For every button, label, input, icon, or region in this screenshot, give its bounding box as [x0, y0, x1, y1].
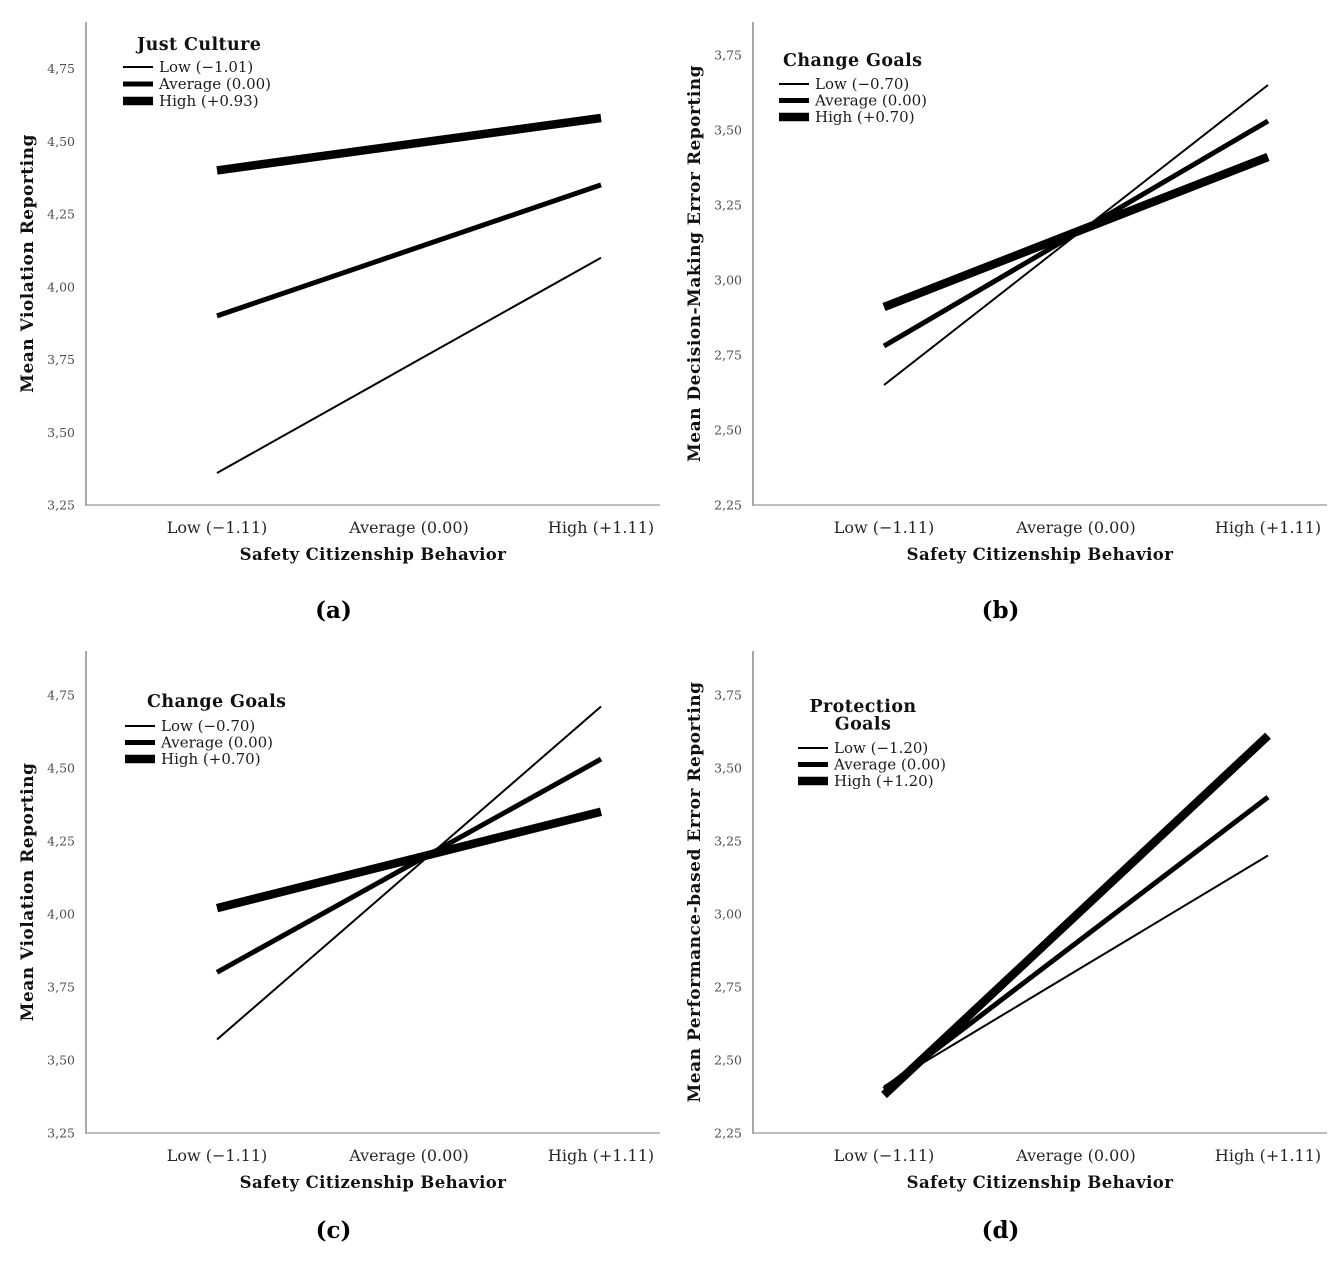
legend-title: Just Culture	[135, 35, 261, 55]
y-tick-label: 3,50	[714, 123, 742, 138]
legend-title: Change Goals	[783, 51, 922, 71]
panel-b: 2,25 2,50 2,75 3,00 3,25 3,50 3,75 Low (−1.11) A…	[667, 0, 1334, 648]
legend-item-label-low: Low (−1.20)	[834, 739, 928, 757]
x-category-label: Average (0.00)	[1015, 1146, 1136, 1165]
x-category-label: High (+1.11)	[1215, 518, 1321, 537]
panel-a: 3,25 3,50 3,75 4,00 4,25 4,50 4,75 Low (−1.11) A…	[0, 0, 667, 648]
legend-item-label-low: Low (−0.70)	[815, 75, 909, 93]
y-tick-label: 4,75	[47, 61, 75, 76]
legend: Just Culture Low (−1.01)Average (0.00)Hig…	[123, 35, 271, 110]
panel-d: 2,25 2,50 2,75 3,00 3,25 3,50 3,75 Low (−1.11) A…	[667, 648, 1334, 1267]
y-tick-label: 2,25	[714, 1126, 742, 1141]
legend-item-label-average: Average (0.00)	[833, 756, 946, 774]
x-category-label: Low (−1.11)	[167, 1146, 268, 1165]
panel-a-caption: (a)	[315, 596, 352, 624]
x-axis-title: Safety Citizenship Behavior	[907, 1173, 1174, 1192]
y-tick-label: 4,00	[47, 279, 75, 294]
y-tick-label: 3,75	[714, 687, 742, 702]
series-line-low	[216, 256, 602, 474]
series-line-high	[881, 732, 1271, 1099]
series-line-high	[216, 113, 602, 175]
x-category-label: High (+1.11)	[1215, 1146, 1321, 1165]
legend-item-label-low: Low (−0.70)	[161, 717, 255, 735]
y-axis-title: Mean Performance-based Error Reporting	[685, 681, 705, 1102]
x-category-label: High (+1.11)	[548, 1146, 654, 1165]
panel-b-chart: 2,25 2,50 2,75 3,00 3,25 3,50 3,75 Low (−1.11) A…	[685, 22, 1327, 564]
x-category-label: Average (0.00)	[348, 1146, 469, 1165]
y-tick-label: 4,00	[47, 906, 75, 921]
x-category-label: Low (−1.11)	[167, 518, 268, 537]
panel-b-chart-container: 2,25 2,50 2,75 3,00 3,25 3,50 3,75 Low (−1.11) A…	[667, 0, 1334, 572]
y-tick-label: 3,25	[47, 498, 75, 513]
y-tick-label: 4,75	[47, 687, 75, 702]
y-tick-label: 3,25	[714, 833, 742, 848]
x-axis-title: Safety Citizenship Behavior	[240, 1173, 507, 1192]
legend-item-label-average: Average (0.00)	[814, 92, 927, 110]
y-tick-label: 4,50	[47, 760, 75, 775]
panel-c-chart-container: 3,25 3,50 3,75 4,00 4,25 4,50 4,75 Low (−1.11) A…	[0, 648, 667, 1193]
y-tick-label: 3,75	[47, 979, 75, 994]
y-tick-label: 3,25	[714, 198, 742, 213]
y-tick-label: 3,00	[714, 273, 742, 288]
x-axis-title: Safety Citizenship Behavior	[907, 545, 1174, 564]
y-tick-label: 3,75	[714, 48, 742, 63]
series-line-low	[883, 854, 1269, 1088]
legend-item-label-high: High (+0.70)	[161, 750, 261, 768]
y-axis-title: Mean Violation Reporting	[18, 763, 38, 1022]
y-tick-label: 4,50	[47, 134, 75, 149]
series-line-high	[215, 807, 603, 913]
panel-d-chart-container: 2,25 2,50 2,75 3,00 3,25 3,50 3,75 Low (−1.11) A…	[667, 648, 1334, 1193]
y-tick-label: 2,25	[714, 498, 742, 513]
y-axis-title: Mean Decision-Making Error Reporting	[685, 65, 705, 462]
x-category-label: Average (0.00)	[348, 518, 469, 537]
series-line-average	[215, 756, 603, 975]
y-tick-label: 2,75	[714, 348, 742, 363]
y-tick-label: 3,50	[47, 1052, 75, 1067]
legend-item-label-low: Low (−1.01)	[159, 58, 253, 76]
y-tick-label: 3,50	[47, 425, 75, 440]
panel-a-chart: 3,25 3,50 3,75 4,00 4,25 4,50 4,75 Low (−1.11) A…	[18, 22, 660, 564]
series-line-high	[882, 153, 1270, 311]
legend-item-label-high: High (+0.93)	[159, 92, 259, 110]
y-tick-label: 3,00	[714, 906, 742, 921]
panel-d-caption: (d)	[981, 1216, 1020, 1244]
y-tick-label: 2,50	[714, 1052, 742, 1067]
legend-item-label-high: High (+1.20)	[834, 772, 934, 790]
y-tick-label: 4,25	[47, 207, 75, 222]
legend-title: Change Goals	[147, 692, 286, 712]
x-category-label: Low (−1.11)	[834, 518, 935, 537]
panel-c-chart: 3,25 3,50 3,75 4,00 4,25 4,50 4,75 Low (−1.11) A…	[18, 651, 660, 1192]
legend: Change Goals Low (−0.70)Average (0.00)Hig…	[125, 692, 286, 768]
panel-d-chart: 2,25 2,50 2,75 3,00 3,25 3,50 3,75 Low (−1.11) A…	[685, 651, 1327, 1192]
legend-item-label-average: Average (0.00)	[158, 75, 271, 93]
legend: Change Goals Low (−0.70)Average (0.00)Hig…	[779, 51, 927, 126]
y-tick-label: 2,75	[714, 979, 742, 994]
panel-c-caption: (c)	[315, 1216, 352, 1244]
x-category-label: High (+1.11)	[548, 518, 654, 537]
panel-a-chart-container: 3,25 3,50 3,75 4,00 4,25 4,50 4,75 Low (−1.11) A…	[0, 0, 667, 572]
y-tick-label: 2,50	[714, 423, 742, 438]
legend-title: Goals	[835, 715, 891, 735]
y-tick-label: 3,50	[714, 760, 742, 775]
x-axis-title: Safety Citizenship Behavior	[240, 545, 507, 564]
x-category-label: Low (−1.11)	[834, 1146, 935, 1165]
y-tick-label: 4,25	[47, 833, 75, 848]
y-axis-title: Mean Violation Reporting	[18, 134, 38, 393]
panel-c: 3,25 3,50 3,75 4,00 4,25 4,50 4,75 Low (−1.11) A…	[0, 648, 667, 1267]
y-tick-label: 3,25	[47, 1126, 75, 1141]
series-line-low	[216, 705, 602, 1041]
panel-b-caption: (b)	[981, 596, 1020, 624]
y-tick-label: 3,75	[47, 352, 75, 367]
series-line-average	[216, 182, 602, 319]
x-category-label: Average (0.00)	[1015, 518, 1136, 537]
legend-title: Protection	[809, 697, 916, 717]
legend-item-label-high: High (+0.70)	[815, 108, 915, 126]
legend-item-label-average: Average (0.00)	[160, 734, 273, 752]
